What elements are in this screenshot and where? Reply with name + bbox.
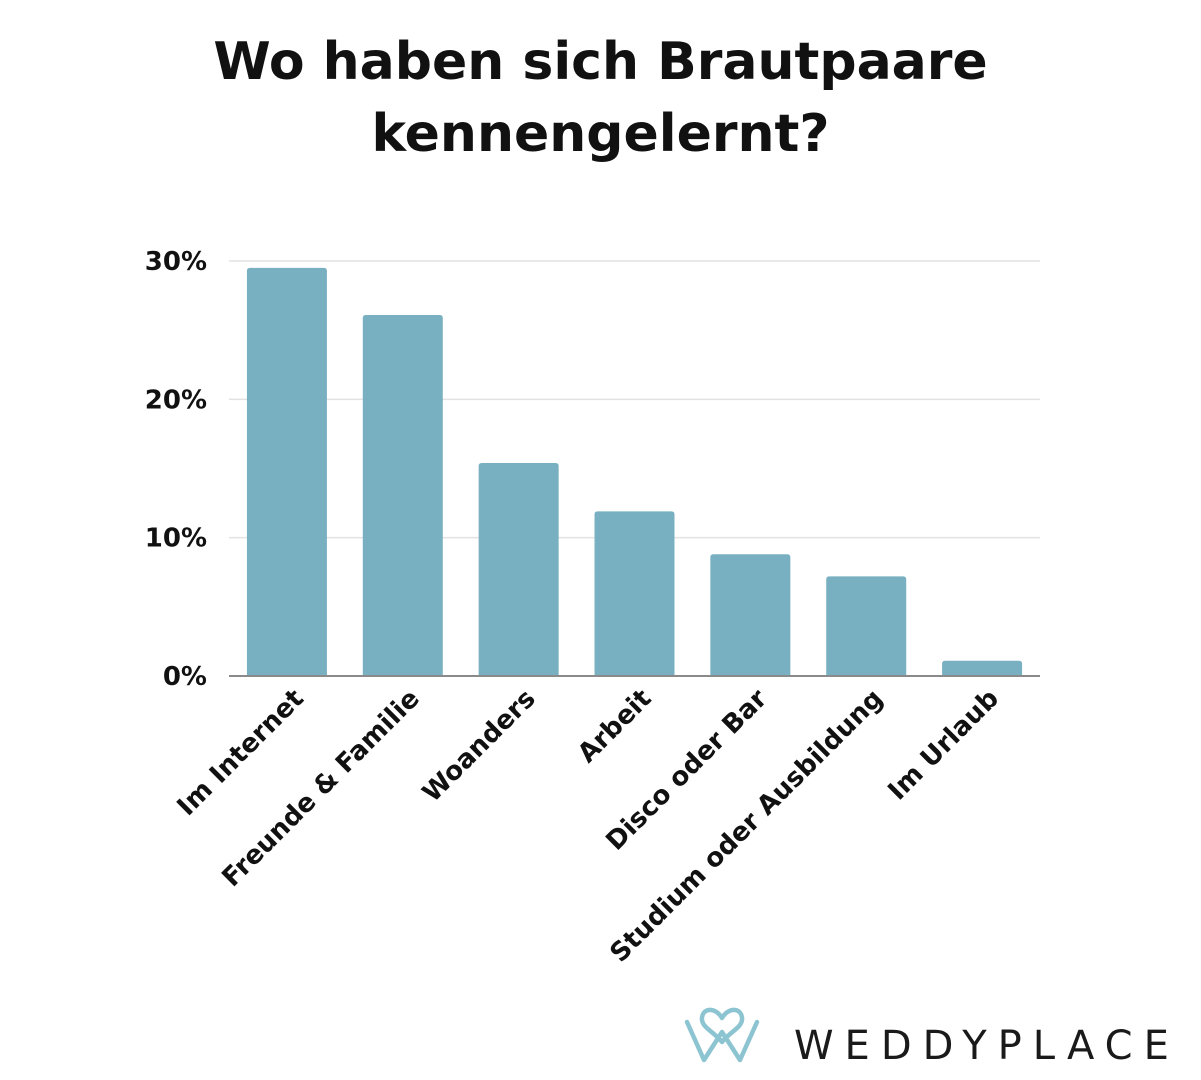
bar <box>594 511 675 676</box>
gridlines <box>229 260 1040 539</box>
bar <box>710 554 791 676</box>
bar <box>942 660 1023 676</box>
brand-name: WEDDYPLACE <box>794 1023 1180 1069</box>
bars <box>246 267 1023 676</box>
bar <box>362 314 443 676</box>
brand-block: WEDDYPLACE <box>684 998 1194 1068</box>
y-tick-label: 20% <box>145 385 207 415</box>
bar <box>246 267 327 676</box>
y-axis-ticks: 0% 10% 20% 30% <box>145 247 207 692</box>
x-tick-label: Freunde & Familie <box>217 684 426 893</box>
x-tick-label: Arbeit <box>572 684 657 769</box>
page-title: Wo haben sich Brautpaare kennengelernt? <box>0 26 1201 170</box>
page-title-line-2: kennengelernt? <box>371 104 830 164</box>
heart-w-icon <box>684 1007 760 1063</box>
bar <box>478 462 559 676</box>
y-tick-label: 30% <box>145 247 207 277</box>
page-title-line-1: Wo haben sich Brautpaare <box>213 32 988 92</box>
y-tick-label: 10% <box>145 524 207 554</box>
bar <box>826 576 907 676</box>
x-tick-label: Im Urlaub <box>882 684 1005 807</box>
y-tick-label: 0% <box>163 662 207 692</box>
x-tick-label: Woanders <box>417 684 542 809</box>
